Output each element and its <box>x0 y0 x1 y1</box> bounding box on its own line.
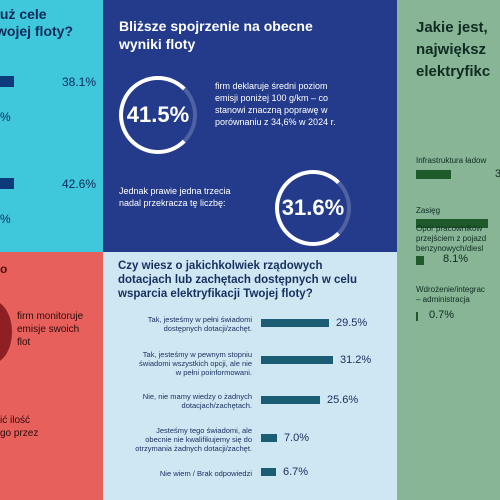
goal-bar-3 <box>0 178 14 189</box>
goal-value-3: 42.6% <box>62 177 97 191</box>
monitoring-panel: o firm monitoruje emisje swoich flot ić … <box>0 252 103 500</box>
results-title: Bliższe spojrzenie na obecne wyniki flot… <box>119 18 313 52</box>
stat-text-2: Jednak prawie jedna trzecia nadal przekr… <box>119 186 231 208</box>
challenges-title: Jakie jest, największ elektryfikc <box>416 19 491 80</box>
stat-ring-2: 31.6% <box>275 170 351 246</box>
fleet-goals-panel: już cele wojej floty? 38.1% % 42.6% % <box>0 0 103 252</box>
subsidy-label-2: Tak, jesteśmy w pewnym stopniu świadomi … <box>139 350 252 377</box>
subsidy-label-3: Nie, nie mamy wiedzy o żadnych dotacjach… <box>142 392 252 410</box>
challenge-value-4: 0.7% <box>429 309 455 321</box>
monitoring-text-2: ić ilość go przez <box>0 415 39 439</box>
subsidy-label-1: Tak, jesteśmy w pełni świadomi dostępnyc… <box>147 315 252 333</box>
challenge-bar-4 <box>416 312 418 321</box>
stat-value-1: 41.5% <box>126 102 190 127</box>
stat-ring-1: 41.5% <box>119 76 197 154</box>
subsidy-bar-4 <box>261 434 277 442</box>
challenge-bar-2 <box>416 219 488 228</box>
subsidy-bar-3 <box>261 396 320 404</box>
subsidy-value-1: 29.5% <box>336 317 368 329</box>
subsidy-bar-1 <box>261 319 329 327</box>
challenge-label-3: Opór pracowników przejściem z pojazd ben… <box>416 224 487 253</box>
monitoring-circle <box>0 300 12 364</box>
challenge-value-1: 3 <box>495 168 500 180</box>
fleet-goals-question: już cele wojej floty? <box>0 6 73 39</box>
challenge-label-4: Wdrożenie/integrac – administracja <box>416 285 485 304</box>
subsidy-bar-2 <box>261 356 333 364</box>
challenge-value-3: 8.1% <box>443 253 469 265</box>
subsidies-title: Czy wiesz o jakichkolwiek rządowych dota… <box>118 260 358 300</box>
subsidies-panel: Czy wiesz o jakichkolwiek rządowych dota… <box>103 252 397 500</box>
challenge-label-1: Infrastruktura ładow <box>416 156 487 165</box>
goal-value-2: % <box>0 110 11 124</box>
subsidy-label-4: Jesteśmy tego świadomi, ale obecnie nie … <box>135 426 252 453</box>
fleet-results-panel: Bliższe spojrzenie na obecne wyniki flot… <box>103 0 397 252</box>
goal-bar-1 <box>0 76 14 87</box>
monitoring-number: o <box>0 262 8 276</box>
stat-text-1: firm deklaruje średni poziom emisji poni… <box>215 81 336 127</box>
subsidy-value-5: 6.7% <box>283 466 309 478</box>
goal-value-1: 38.1% <box>62 75 97 89</box>
stat-value-2: 31.6% <box>281 195 345 220</box>
subsidy-bar-5 <box>261 468 276 476</box>
subsidy-value-2: 31.2% <box>340 354 372 366</box>
challenge-bar-1 <box>416 170 451 179</box>
subsidy-label-5: Nie wiem / Brak odpowiedzi <box>159 469 252 478</box>
challenge-bar-3 <box>416 256 424 265</box>
goal-value-4: % <box>0 212 11 226</box>
challenge-label-2: Zasięg <box>416 206 441 215</box>
challenges-panel: Jakie jest, największ elektryfikc Infras… <box>397 0 500 500</box>
monitoring-text: firm monitoruje emisje swoich flot <box>17 311 84 348</box>
subsidy-value-4: 7.0% <box>284 432 310 444</box>
subsidy-value-3: 25.6% <box>327 394 359 406</box>
